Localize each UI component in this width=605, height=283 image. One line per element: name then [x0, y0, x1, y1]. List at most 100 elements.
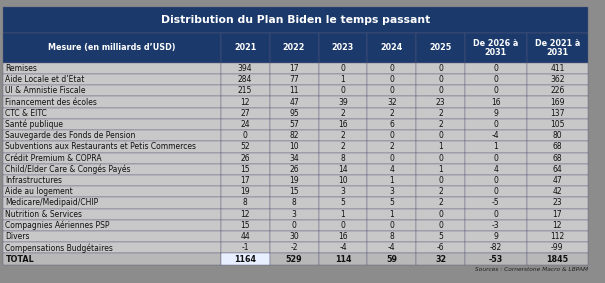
Bar — [465, 108, 526, 119]
Text: 2025: 2025 — [430, 44, 452, 52]
Bar — [416, 242, 465, 253]
Text: Sources : Cornerstone Macro & LBPAM: Sources : Cornerstone Macro & LBPAM — [475, 267, 588, 273]
Text: 114: 114 — [335, 254, 352, 263]
Bar — [3, 164, 221, 175]
Bar — [318, 130, 367, 141]
Bar — [367, 197, 416, 209]
Bar — [3, 130, 221, 141]
Text: 68: 68 — [552, 154, 562, 163]
Text: 64: 64 — [552, 165, 562, 174]
Text: Santé publique: Santé publique — [5, 120, 64, 129]
Bar — [416, 74, 465, 85]
Bar — [270, 130, 318, 141]
Text: 0: 0 — [494, 86, 499, 95]
Text: -6: -6 — [437, 243, 445, 252]
Bar — [465, 63, 526, 74]
Text: 3: 3 — [292, 210, 296, 219]
Bar — [465, 231, 526, 242]
Bar — [3, 253, 221, 265]
Text: 8: 8 — [390, 232, 394, 241]
Text: 59: 59 — [387, 254, 397, 263]
Bar — [526, 74, 588, 85]
Bar — [318, 33, 367, 63]
Text: 284: 284 — [238, 75, 252, 84]
Bar — [416, 186, 465, 197]
Text: 2: 2 — [439, 120, 443, 129]
Text: 0: 0 — [390, 64, 394, 73]
Text: 9: 9 — [494, 232, 499, 241]
Text: -4: -4 — [339, 243, 347, 252]
Bar — [416, 153, 465, 164]
Bar — [3, 7, 588, 33]
Bar — [367, 242, 416, 253]
Text: 27: 27 — [240, 109, 250, 118]
Bar — [270, 85, 318, 97]
Bar — [221, 74, 270, 85]
Bar — [465, 130, 526, 141]
Text: 1: 1 — [390, 176, 394, 185]
Text: Child/Elder Care & Congés Payés: Child/Elder Care & Congés Payés — [5, 165, 131, 174]
Bar — [221, 253, 270, 265]
Text: 5: 5 — [438, 232, 443, 241]
Bar — [3, 231, 221, 242]
Bar — [465, 175, 526, 186]
Bar — [526, 197, 588, 209]
Bar — [270, 63, 318, 74]
Text: De 2021 à
2031: De 2021 à 2031 — [535, 38, 580, 57]
Text: 17: 17 — [240, 176, 250, 185]
Bar — [367, 231, 416, 242]
Text: 0: 0 — [341, 64, 345, 73]
Bar — [526, 141, 588, 153]
Text: 44: 44 — [240, 232, 250, 241]
Text: 105: 105 — [550, 120, 564, 129]
Bar — [367, 74, 416, 85]
Bar — [367, 85, 416, 97]
Bar — [221, 242, 270, 253]
Text: 16: 16 — [338, 120, 348, 129]
Text: 226: 226 — [550, 86, 564, 95]
Text: 47: 47 — [552, 176, 562, 185]
Bar — [367, 63, 416, 74]
Bar — [367, 33, 416, 63]
Bar — [270, 253, 318, 265]
Text: 529: 529 — [286, 254, 302, 263]
Text: 2: 2 — [341, 131, 345, 140]
Bar — [416, 231, 465, 242]
Bar — [318, 85, 367, 97]
Bar — [221, 63, 270, 74]
Bar — [465, 33, 526, 63]
Text: Compensations Budgétaires: Compensations Budgétaires — [5, 243, 113, 252]
Bar — [270, 220, 318, 231]
Bar — [465, 85, 526, 97]
Bar — [465, 141, 526, 153]
Text: 52: 52 — [240, 142, 250, 151]
Text: 1: 1 — [439, 165, 443, 174]
Bar — [270, 209, 318, 220]
Text: 80: 80 — [552, 131, 562, 140]
Bar — [221, 175, 270, 186]
Bar — [367, 119, 416, 130]
Text: 2022: 2022 — [283, 44, 306, 52]
Bar — [526, 63, 588, 74]
Bar — [526, 186, 588, 197]
Text: Infrastructures: Infrastructures — [5, 176, 62, 185]
Text: De 2026 à
2031: De 2026 à 2031 — [473, 38, 518, 57]
Bar — [3, 186, 221, 197]
Bar — [221, 130, 270, 141]
Text: 0: 0 — [438, 86, 443, 95]
Text: 0: 0 — [243, 131, 247, 140]
Text: 2: 2 — [341, 142, 345, 151]
Bar — [318, 175, 367, 186]
Bar — [270, 119, 318, 130]
Text: -99: -99 — [551, 243, 564, 252]
Bar — [416, 141, 465, 153]
Text: 0: 0 — [390, 221, 394, 230]
Bar — [318, 164, 367, 175]
Bar — [221, 153, 270, 164]
Bar — [3, 74, 221, 85]
Bar — [526, 175, 588, 186]
Text: 42: 42 — [552, 187, 562, 196]
Bar — [221, 209, 270, 220]
Text: 1: 1 — [494, 142, 499, 151]
Bar — [3, 85, 221, 97]
